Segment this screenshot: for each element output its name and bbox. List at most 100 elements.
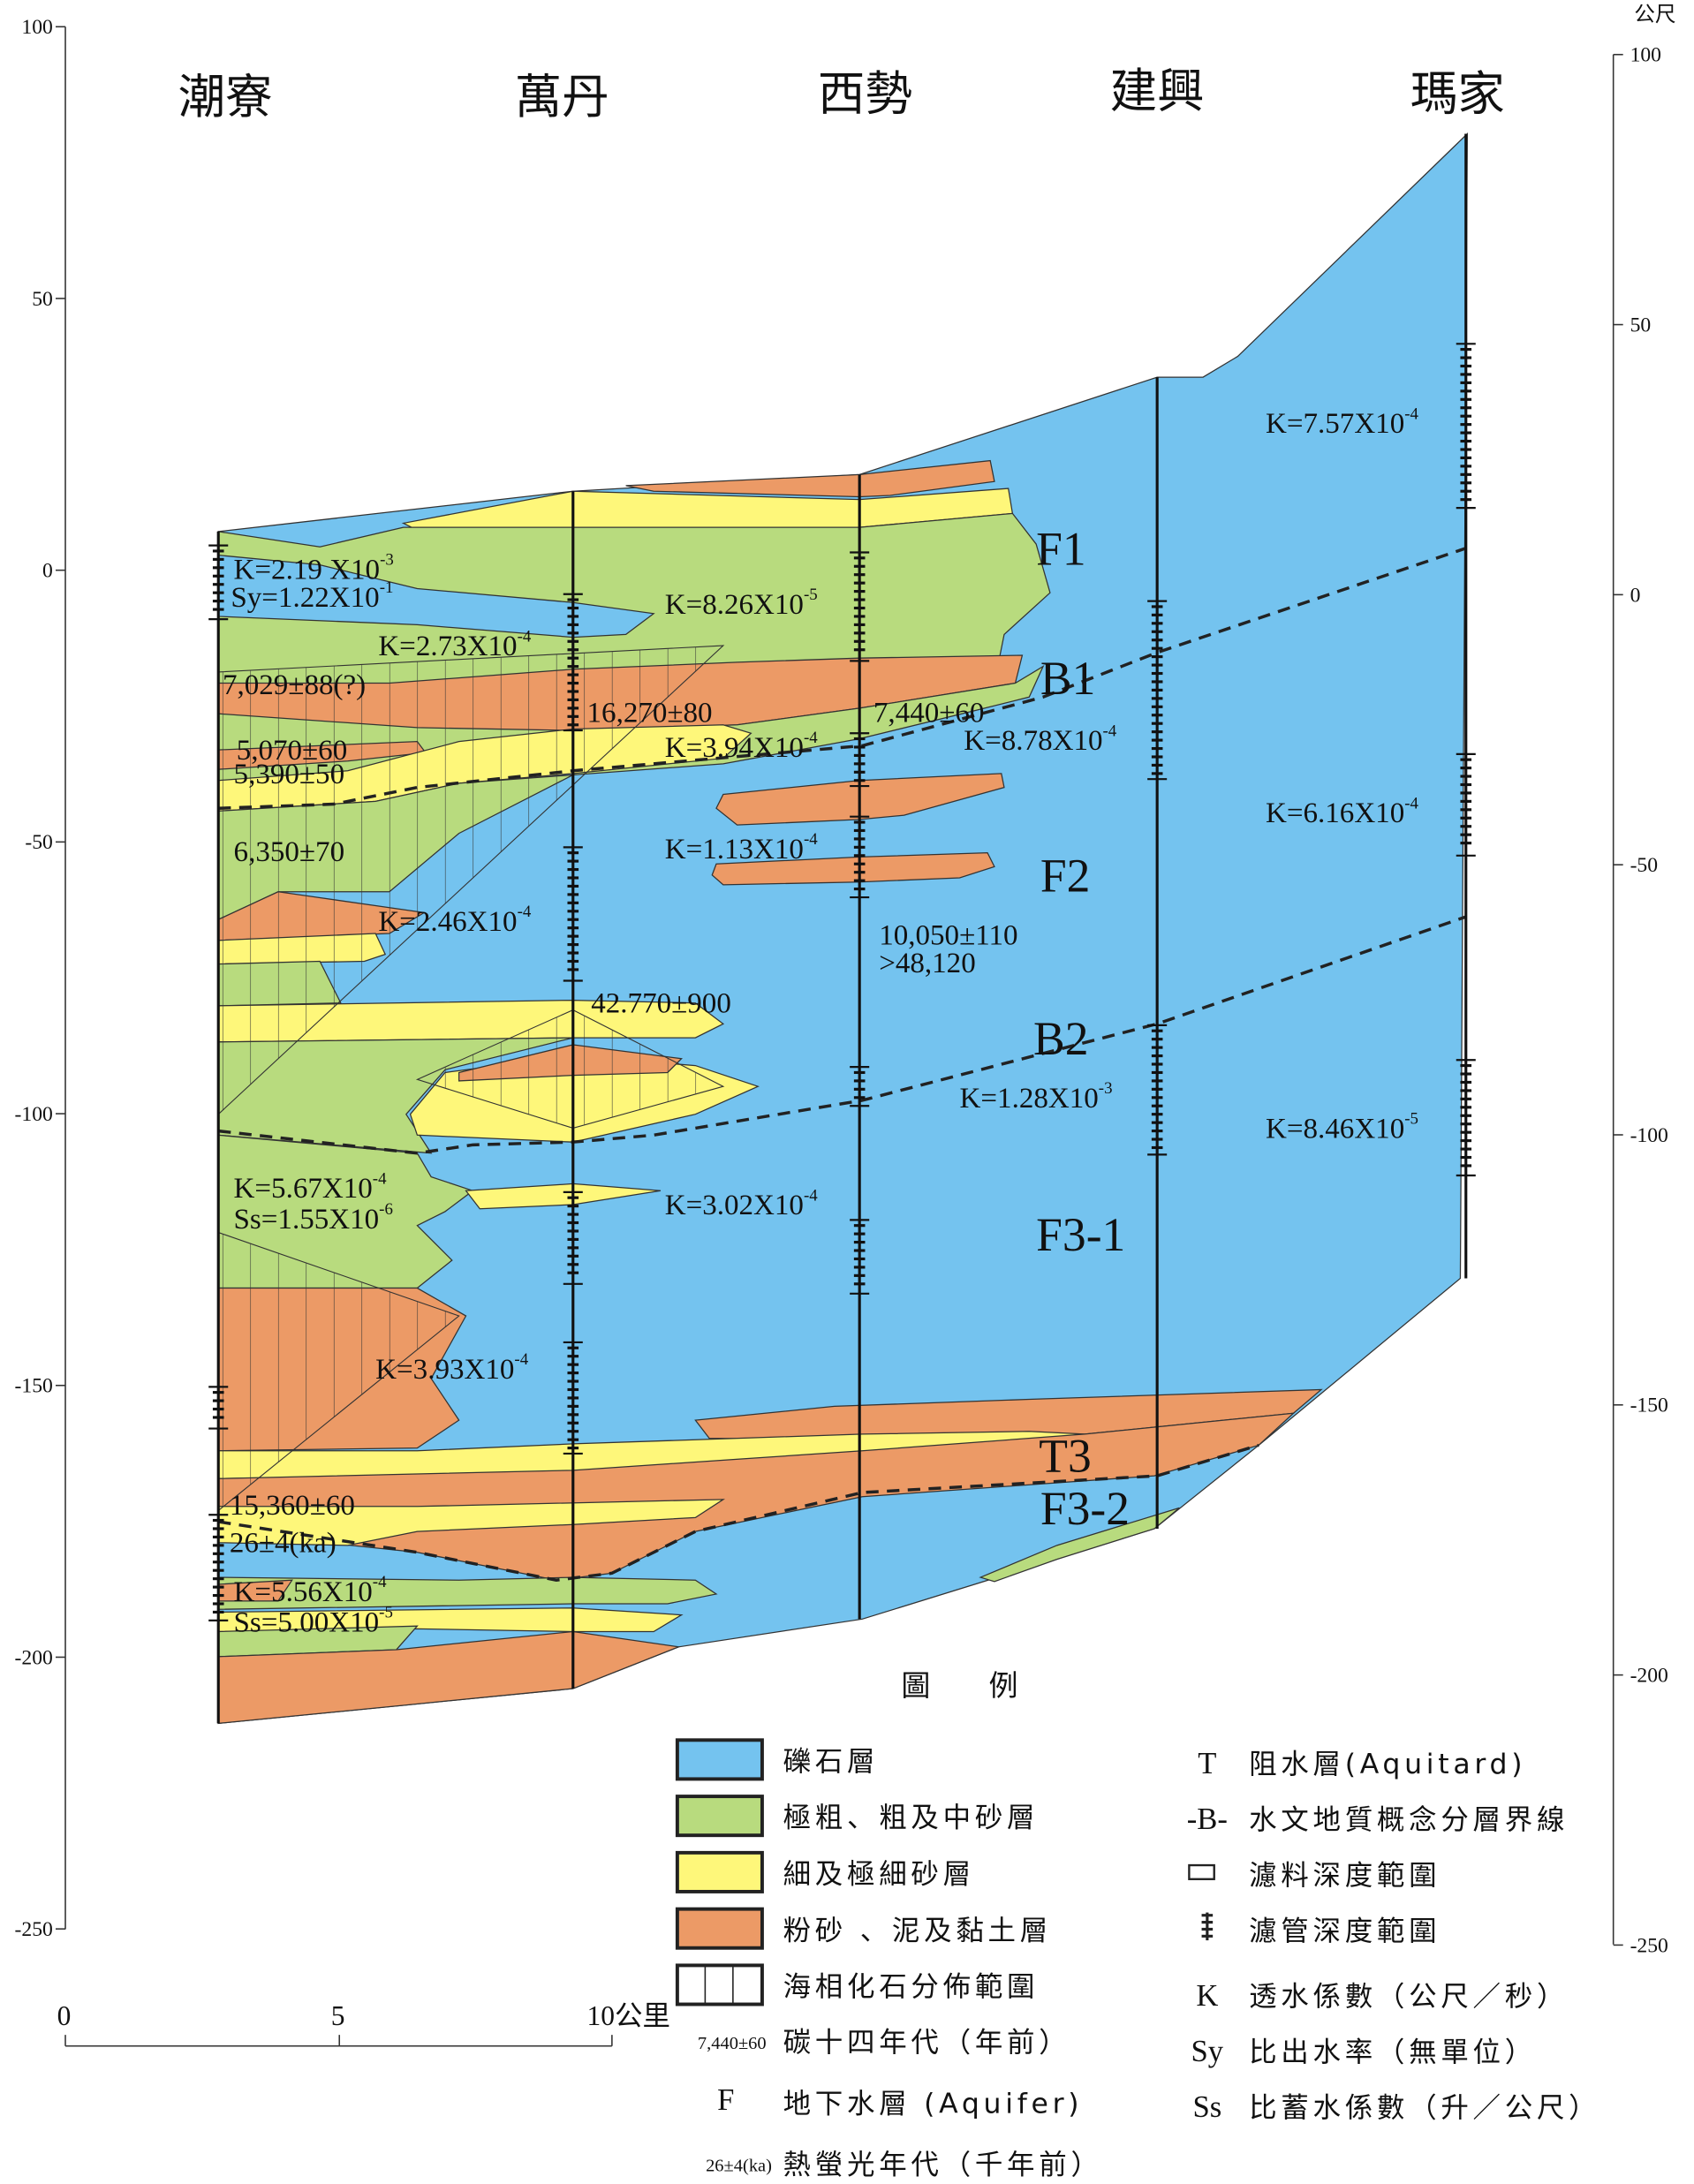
left-axis-tick: 100 xyxy=(21,16,52,39)
hydrogeologic-boundaries xyxy=(217,547,1467,1582)
well-2 xyxy=(850,474,870,1620)
clay-bottom xyxy=(217,1630,681,1725)
boundary-b2 xyxy=(218,915,1467,1155)
location-wandan: 萬丹 xyxy=(515,69,609,125)
legend-symbol: Sy xyxy=(1191,2035,1224,2068)
annotation-text: K=2.19 X10-3 xyxy=(234,551,394,586)
annotation-text: 7,029±88(?) xyxy=(223,669,366,701)
legend-symbol: K xyxy=(1196,1979,1218,2013)
unit-t3: T3 xyxy=(1039,1429,1091,1482)
annotation-text: K=7.57X10-4 xyxy=(1266,404,1419,440)
annotation-exponent: -4 xyxy=(518,903,532,921)
legend-label: 透水係數（公尺／秒） xyxy=(1249,1981,1569,2013)
left-axis-tick: -250 xyxy=(15,1918,53,1941)
location-majia: 瑪家 xyxy=(1410,66,1505,122)
unit-f3-1: F3-1 xyxy=(1036,1208,1125,1261)
annotation-exponent: -4 xyxy=(1103,722,1117,740)
unit-b1: B1 xyxy=(1040,652,1095,705)
annotation-exponent: -5 xyxy=(804,586,818,604)
annotation-text: K=3.93X10-4 xyxy=(375,1350,529,1386)
annotation-text: 5,070±60 xyxy=(237,735,348,767)
annotation-text: K=3.94X10-4 xyxy=(665,729,819,764)
annotation-text: K=6.16X10-4 xyxy=(1266,794,1419,829)
annotation-text: K=5.67X10-4 xyxy=(234,1169,388,1205)
legend-swatch xyxy=(675,1907,764,1950)
annotation-text: Ss=1.55X10-6 xyxy=(234,1200,393,1236)
scale-bar: 0 5 10公里 xyxy=(57,2000,670,2047)
annotation-text: 7,440±60 xyxy=(873,698,985,729)
annotation-text: K=3.02X10-4 xyxy=(665,1186,819,1221)
legend-item: 26±4(ka) 熱螢光年代（千年前） xyxy=(706,2150,1099,2181)
unit-labels: F1 B1 F2 B2 F3-1 T3 F3-2 xyxy=(1033,523,1130,1536)
annotation-exponent: -4 xyxy=(518,627,532,646)
annotation-exponent: -4 xyxy=(804,1186,818,1205)
right-depth-axis: 100 50 0 -50 -100 -150 -200 -250 公尺 xyxy=(1612,2,1676,1957)
gravel-lens-upper xyxy=(217,554,655,639)
legend-symbol: -B- xyxy=(1187,1802,1228,1836)
right-axis-tick: -100 xyxy=(1630,1124,1668,1147)
scale-10km: 10公里 xyxy=(587,2000,670,2031)
wells xyxy=(208,133,1476,1724)
legend-swatch xyxy=(675,1850,764,1893)
legend-item: K 透水係數（公尺／秒） xyxy=(1196,1979,1569,2013)
sand-small-f31 xyxy=(465,1183,662,1210)
coarse-sand-right xyxy=(979,1507,1180,1583)
annotation-text: >48,120 xyxy=(879,948,976,979)
legend-symbol: Ss xyxy=(1192,2090,1221,2124)
legend-item: F 地下水層 (Aquifer) xyxy=(717,2083,1084,2120)
well-3 xyxy=(1147,377,1168,1529)
annotation-exponent: -5 xyxy=(1404,1110,1418,1129)
right-axis-tick: -200 xyxy=(1630,1664,1668,1687)
legend-swatch xyxy=(675,1963,764,2006)
annotation-text: K=8.46X10-5 xyxy=(1266,1110,1418,1145)
legend-label: 阻水層(Aquitard) xyxy=(1249,1749,1526,1780)
legend-label: 地下水層 (Aquifer) xyxy=(783,2088,1084,2120)
location-xishi: 西勢 xyxy=(818,66,912,122)
legend-label: 礫石層 xyxy=(783,1746,880,1778)
legend-symbol: 7,440±60 xyxy=(698,2034,767,2053)
legend-symbol: F xyxy=(717,2083,734,2117)
legend-item: -B- 水文地質概念分層界線 xyxy=(1187,1802,1565,1836)
annotation-exponent: -4 xyxy=(373,1573,387,1591)
annotation-exponent: -4 xyxy=(1404,404,1418,423)
annotation-exponent: -1 xyxy=(380,578,394,597)
legend-item: 7,440±60 碳十四年代（年前） xyxy=(698,2027,1067,2059)
well-0 xyxy=(208,531,229,1724)
annotation-exponent: -4 xyxy=(804,830,818,849)
right-axis-tick: -50 xyxy=(1630,854,1658,877)
right-axis-tick: 0 xyxy=(1630,584,1641,607)
clay-lens-f2b xyxy=(711,852,995,886)
well-annotations: K=2.19 X10-3Sy=1.22X10-1 K=2.73X10-4 7,029… xyxy=(223,404,1419,1638)
legend-label: 細及極細砂層 xyxy=(783,1859,975,1891)
well-4 xyxy=(1456,133,1476,1279)
legend-symbol: T xyxy=(1198,1747,1216,1780)
unit-f2: F2 xyxy=(1040,850,1091,903)
fossil-zone-middle xyxy=(415,1009,725,1130)
legend-label: 比蓄水係數（升／公尺） xyxy=(1249,2092,1600,2124)
annotation-text: K=2.46X10-4 xyxy=(378,903,532,938)
annotation-text: 42.770±900 xyxy=(591,988,731,1020)
location-jianxing: 建興 xyxy=(1110,64,1205,119)
legend-item: 濾管深度範圍 xyxy=(1201,1912,1441,1947)
annotation-text: K=8.78X10-4 xyxy=(964,722,1117,757)
legend-label: 濾料深度範圍 xyxy=(1249,1860,1441,1892)
filter-pack-icon xyxy=(1188,1863,1215,1880)
left-depth-axis: 100 50 0 -50 -100 -150 -200 -250 xyxy=(15,16,66,1941)
legend-label: 濾管深度範圍 xyxy=(1249,1916,1441,1947)
scale-5: 5 xyxy=(331,2000,345,2031)
legend-label: 海相化石分佈範圍 xyxy=(783,1971,1040,2003)
boundary-b1 xyxy=(218,547,1467,810)
unit-f3-2: F3-2 xyxy=(1040,1482,1130,1535)
left-axis-tick: -50 xyxy=(25,831,52,854)
legend-item: 海相化石分佈範圍 xyxy=(675,1963,1040,2006)
annotation-text: 26±4(ka) xyxy=(230,1528,337,1560)
well-1 xyxy=(563,491,583,1689)
legend-item: 粉砂 、泥及黏土層 xyxy=(675,1907,1047,1950)
annotation-exponent: -4 xyxy=(514,1350,528,1369)
left-axis-tick: 0 xyxy=(42,560,53,583)
legend-item: 濾料深度範圍 xyxy=(1188,1860,1441,1892)
clay-lens xyxy=(625,459,995,498)
unit-b2: B2 xyxy=(1033,1012,1088,1065)
right-axis-tick: 100 xyxy=(1630,44,1661,67)
